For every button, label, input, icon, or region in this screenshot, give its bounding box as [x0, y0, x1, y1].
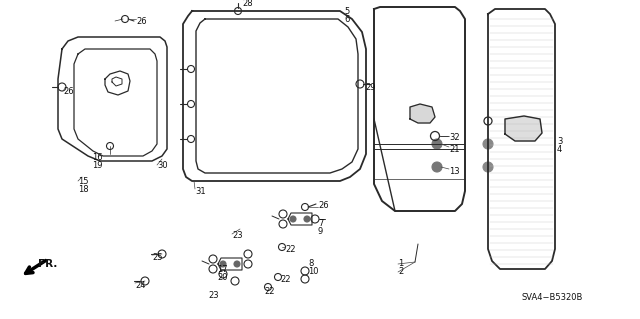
Polygon shape — [410, 104, 435, 123]
Text: 23: 23 — [208, 292, 219, 300]
Text: 6: 6 — [344, 14, 349, 24]
Text: 26: 26 — [318, 201, 328, 210]
Circle shape — [432, 162, 442, 172]
Circle shape — [304, 216, 310, 222]
Polygon shape — [505, 116, 542, 141]
Text: 32: 32 — [449, 133, 460, 143]
Text: 8: 8 — [308, 259, 314, 269]
Text: 26: 26 — [136, 17, 147, 26]
Circle shape — [483, 162, 493, 172]
Text: 22: 22 — [280, 275, 291, 284]
Text: 7: 7 — [318, 219, 323, 227]
Text: 20: 20 — [217, 272, 227, 281]
Text: 24: 24 — [135, 280, 145, 290]
Text: SVA4−B5320B: SVA4−B5320B — [521, 293, 582, 301]
Text: 30: 30 — [157, 160, 168, 169]
Text: 2: 2 — [398, 268, 403, 277]
Circle shape — [432, 139, 442, 149]
Text: FR.: FR. — [38, 259, 58, 269]
Text: 1: 1 — [398, 259, 403, 269]
Text: 4: 4 — [557, 145, 563, 153]
Text: 23: 23 — [232, 232, 243, 241]
Text: 9: 9 — [318, 226, 323, 235]
Circle shape — [220, 261, 226, 267]
Text: 31: 31 — [195, 187, 205, 196]
Circle shape — [234, 261, 240, 267]
Text: 21: 21 — [449, 145, 460, 153]
Text: 22: 22 — [264, 286, 275, 295]
Text: 26: 26 — [63, 86, 74, 95]
Text: 17: 17 — [217, 264, 228, 273]
Circle shape — [290, 216, 296, 222]
Text: 29: 29 — [365, 84, 376, 93]
Text: 18: 18 — [78, 184, 88, 194]
Text: 19: 19 — [92, 160, 102, 169]
Text: 5: 5 — [344, 6, 349, 16]
Text: 16: 16 — [92, 152, 102, 161]
Text: 13: 13 — [449, 167, 460, 175]
Text: 15: 15 — [78, 176, 88, 186]
Text: 28: 28 — [242, 0, 253, 9]
Text: 22: 22 — [285, 244, 296, 254]
Text: 3: 3 — [557, 137, 563, 145]
Text: 25: 25 — [152, 253, 163, 262]
Text: 10: 10 — [308, 268, 319, 277]
Circle shape — [483, 139, 493, 149]
